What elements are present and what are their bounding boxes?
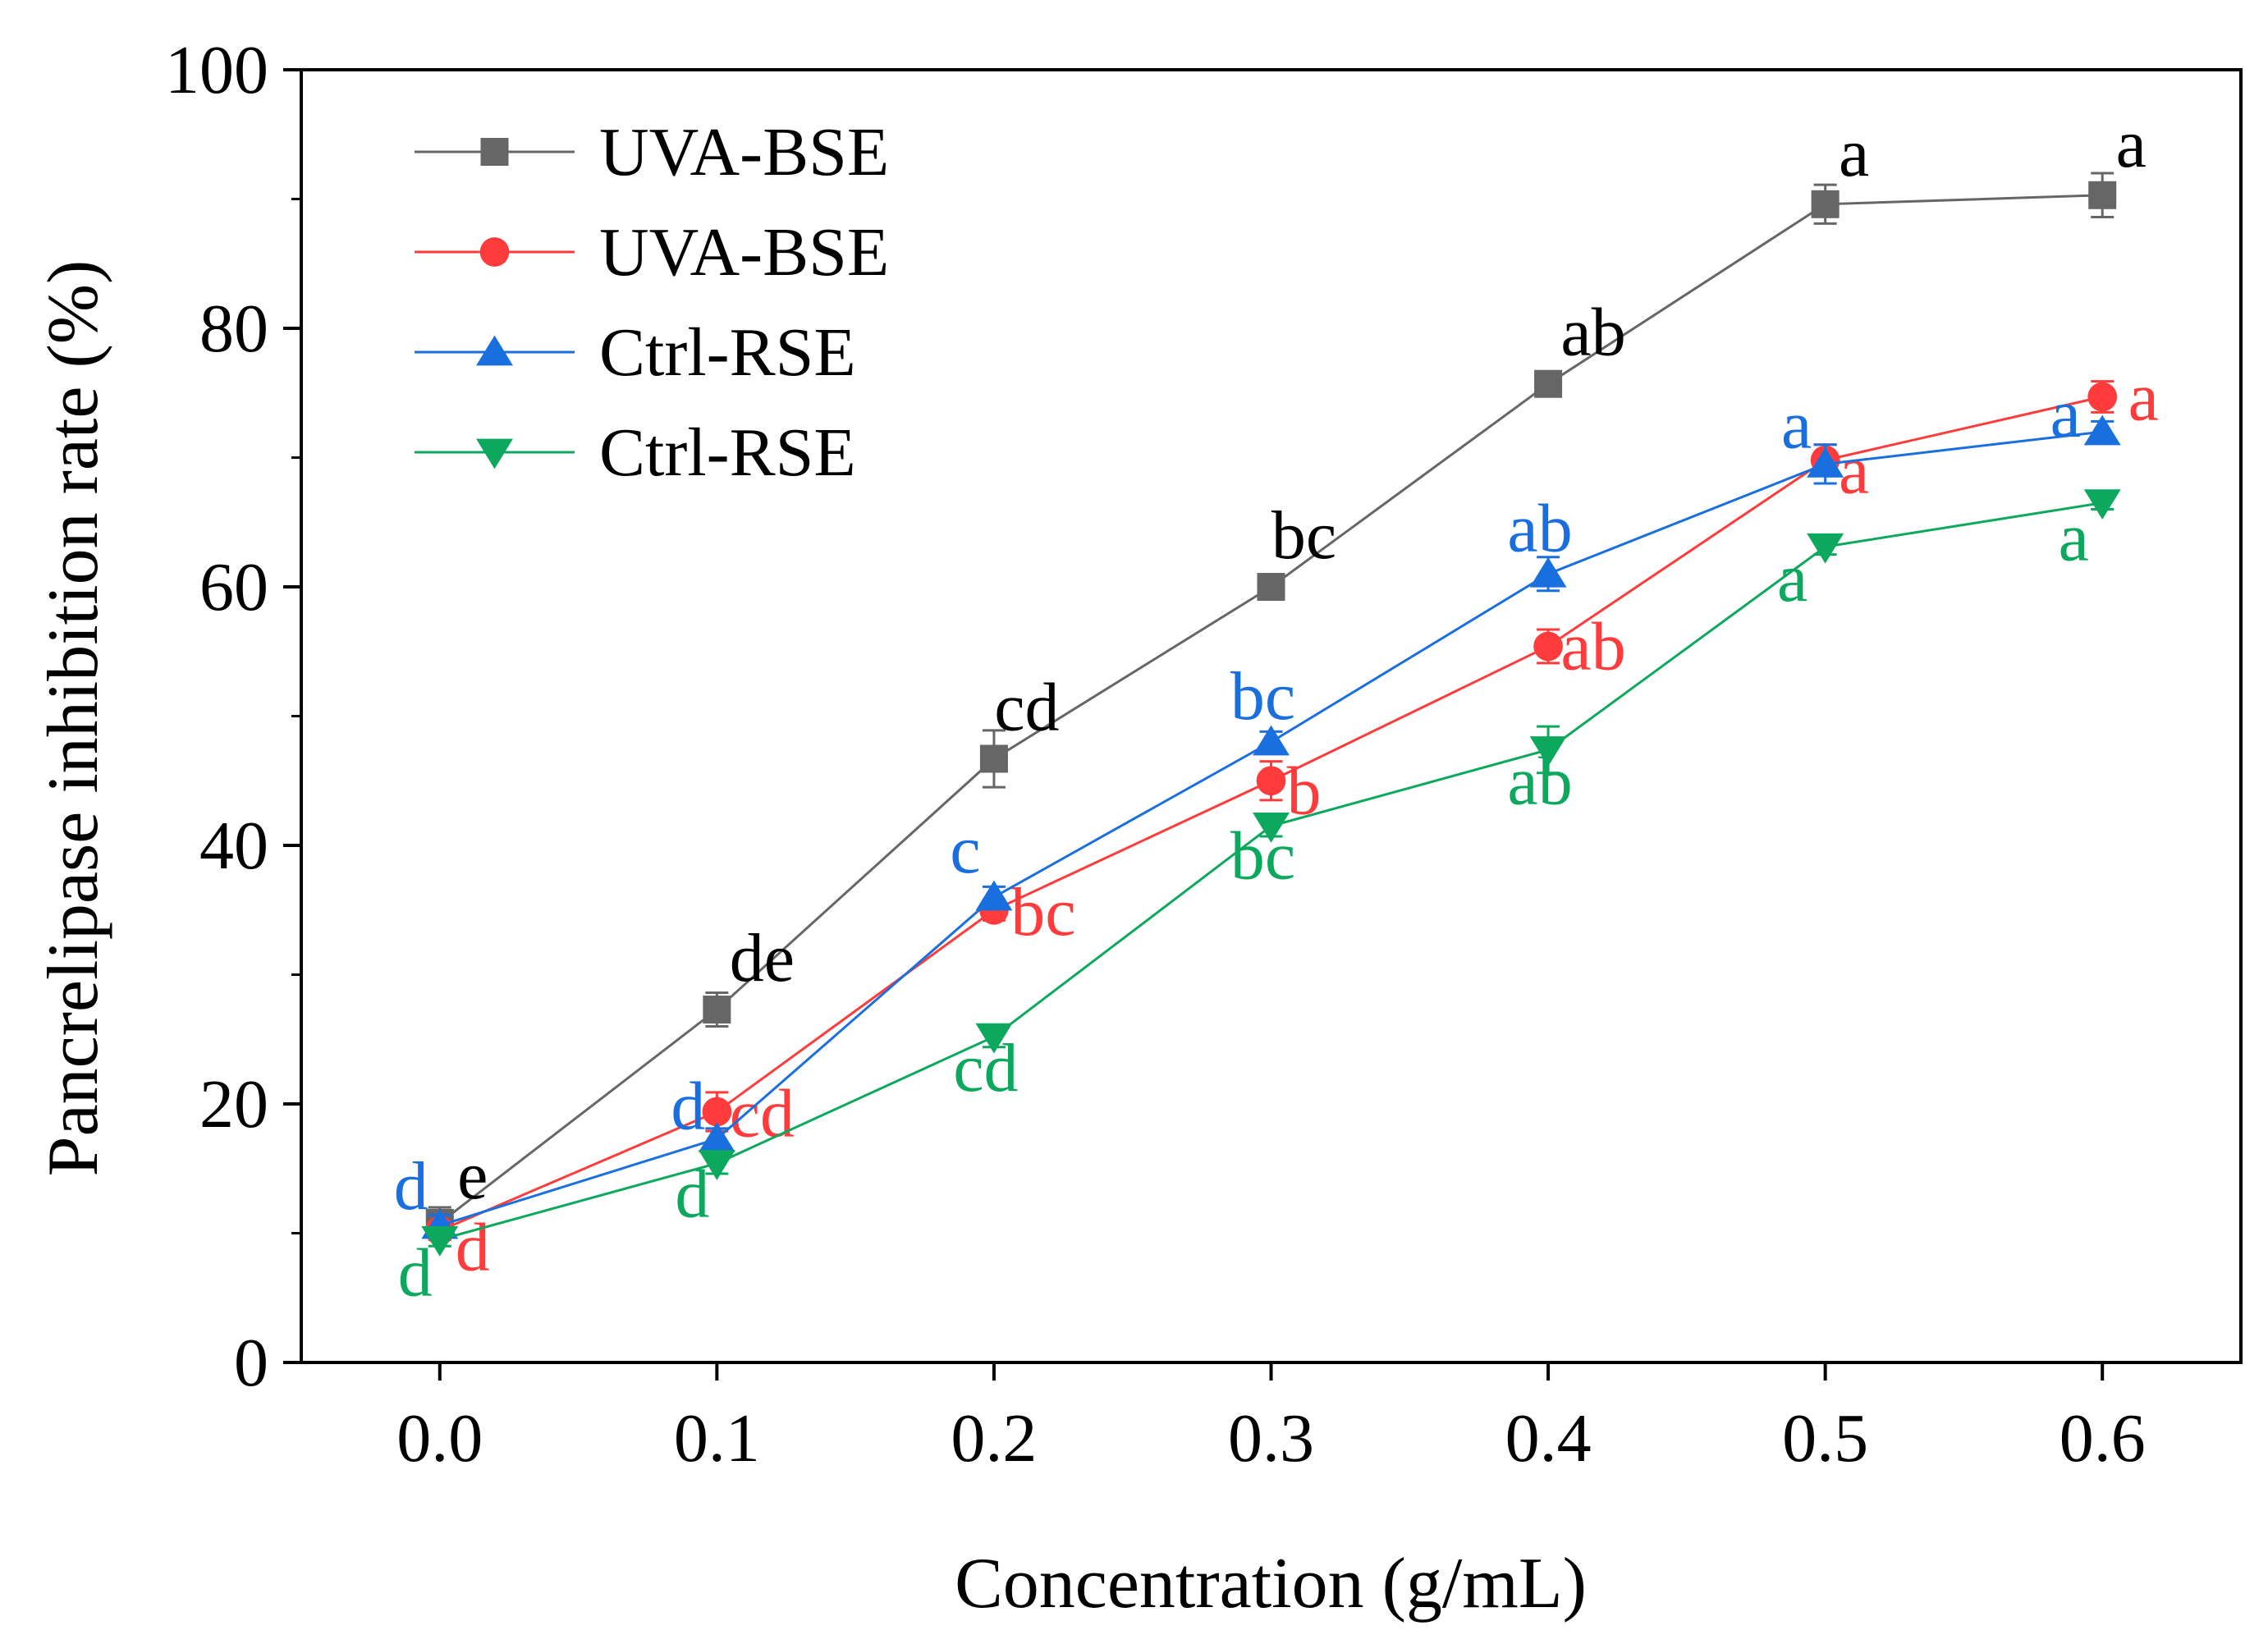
legend-item-2: UVA-BSE (415, 214, 889, 291)
x-tick-label: 0.2 (951, 1400, 1037, 1477)
significance-label: d (671, 1069, 705, 1145)
significance-label: ab (1507, 743, 1572, 819)
significance-label: cd (994, 669, 1059, 745)
significance-label: d (675, 1156, 709, 1232)
legend-marker (479, 237, 510, 267)
legend-label: Ctrl-RSE (599, 314, 856, 391)
significance-label: e (457, 1138, 488, 1214)
significance-label: a (2050, 376, 2081, 452)
significance-label: c (950, 812, 980, 888)
legend-label: UVA-BSE (599, 214, 889, 291)
data-point (1253, 725, 1290, 756)
x-tick-label: 0.4 (1505, 1400, 1592, 1477)
data-point (1529, 736, 1567, 767)
significance-label: ab (1560, 295, 1625, 371)
legend-item-1: UVA-BSE (415, 114, 889, 190)
significance-label: ab (1507, 490, 1572, 566)
significance-label: bc (1010, 874, 1075, 950)
y-axis-title: Pancrelipase inhibition rate (%) (34, 260, 113, 1177)
data-point (979, 744, 1008, 773)
legend-marker (476, 438, 513, 469)
x-tick-label: 0.5 (1782, 1400, 1868, 1477)
data-point (1533, 631, 1563, 662)
data-point (1257, 573, 1285, 601)
data-point (421, 1226, 459, 1257)
significance-label: d (398, 1234, 433, 1311)
significance-label: bc (1230, 658, 1295, 735)
data-point (975, 880, 1013, 911)
data-point (2083, 489, 2121, 520)
significance-label: a (1777, 540, 1808, 616)
significance-label: d (456, 1209, 490, 1285)
significance-label: bc (1271, 497, 1336, 574)
significance-label: d (394, 1148, 428, 1225)
x-tick-label: 0.6 (2060, 1400, 2146, 1477)
data-point (1811, 190, 1840, 218)
significance-label: cd (730, 1075, 795, 1152)
significance-label: a (2116, 106, 2147, 182)
legend-label: Ctrl-RSE (599, 414, 856, 491)
data-point (698, 1150, 735, 1180)
data-point (1807, 533, 1844, 564)
legend-marker (480, 138, 509, 166)
significance-label: de (730, 920, 795, 996)
y-tick-label: 0 (234, 1325, 268, 1401)
significance-label: a (2059, 500, 2089, 576)
data-point (702, 1097, 732, 1127)
data-point (1256, 766, 1286, 796)
data-point (1529, 556, 1567, 588)
data-point (698, 1122, 735, 1152)
data-point (975, 1023, 1013, 1054)
axes: 0.0 0.1 0.2 0.3 0.4 0.5 0.6 0 20 40 60 80 100 (165, 32, 2243, 1477)
y-tick-label: 40 (199, 808, 268, 884)
significance-label: a (2128, 359, 2159, 435)
significance-label: cd (953, 1030, 1018, 1106)
x-tick-label: 0.3 (1228, 1400, 1314, 1477)
significance-label: bc (1230, 817, 1295, 894)
legend: UVA-BSE UVA-BSE Ctrl-RSE Ctrl-RSE (415, 114, 889, 491)
legend-marker (476, 335, 513, 366)
y-tick-label: 60 (199, 549, 268, 625)
y-tick-label: 80 (199, 291, 268, 367)
data-point (1534, 369, 1563, 398)
data-point (2083, 414, 2121, 446)
x-axis-title: Concentration (g/mL) (955, 1544, 1587, 1623)
significance-label: a (1839, 433, 1869, 509)
legend-label: UVA-BSE (599, 114, 889, 190)
data-point (703, 996, 731, 1024)
significance-label: ab (1560, 608, 1625, 685)
y-tick-label: 100 (165, 32, 268, 108)
x-tick-label: 0.1 (674, 1400, 760, 1477)
x-tick-label: 0.0 (396, 1400, 483, 1477)
significance-label: a (1781, 387, 1812, 463)
data-point (1807, 446, 1844, 478)
y-tick-label: 20 (199, 1066, 268, 1143)
legend-item-3: Ctrl-RSE (415, 314, 856, 391)
data-point (1253, 813, 1290, 843)
significance-label: a (1839, 115, 1869, 191)
legend-item-4: Ctrl-RSE (415, 414, 856, 491)
data-point (2088, 181, 2117, 209)
data-point (2087, 382, 2118, 412)
